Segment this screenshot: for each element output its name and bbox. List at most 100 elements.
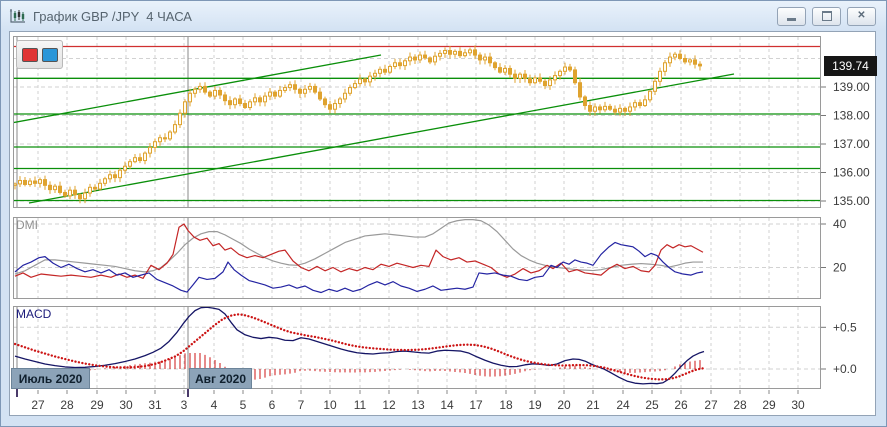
time-axis-label: 30 <box>119 398 133 412</box>
macd-chart-plot-area[interactable] <box>13 306 821 389</box>
candle-body <box>33 180 37 184</box>
candle-body <box>393 62 397 67</box>
time-axis-label: 28 <box>60 398 74 412</box>
candle-body <box>448 50 452 55</box>
candles-layer <box>13 45 702 204</box>
minimize-button[interactable] <box>777 6 806 26</box>
price-axis-label: 135.00 <box>833 194 870 208</box>
dmi-axis-label: 40 <box>833 217 847 231</box>
candle-body <box>423 54 427 59</box>
candle-body <box>78 194 82 200</box>
candle-body <box>368 75 372 83</box>
titlebar[interactable]: График GBP /JPY 4 ЧАСА ✕ <box>1 1 886 31</box>
candle-body <box>278 89 282 97</box>
candle-body <box>533 77 537 84</box>
candle-body <box>163 137 167 140</box>
candle-body <box>133 157 137 163</box>
candle-body <box>68 189 72 197</box>
candle-body <box>298 88 302 94</box>
candle-body <box>343 92 347 100</box>
blue-indicator-button[interactable] <box>41 47 58 62</box>
candle-body <box>653 80 657 92</box>
dmi-panel-border <box>13 217 821 299</box>
candle-body <box>633 102 637 108</box>
time-axis-label: 17 <box>469 398 483 412</box>
candle-body <box>313 85 317 93</box>
candle-body <box>183 101 187 114</box>
price-axis-label: 137.00 <box>833 137 870 151</box>
time-axis-label: 12 <box>382 398 396 412</box>
candle-body <box>493 62 497 69</box>
candle-body <box>103 178 107 184</box>
time-axis-label: 5 <box>240 398 247 412</box>
candle-body <box>443 50 447 54</box>
candle-body <box>578 82 582 98</box>
candle-body <box>293 84 297 90</box>
window-title: График GBP /JPY 4 ЧАСА <box>33 8 192 24</box>
macd-panel-border <box>13 306 821 389</box>
candle-body <box>518 73 522 79</box>
candle-body <box>208 91 212 97</box>
candle-body <box>558 70 562 77</box>
candle-body <box>663 62 667 72</box>
candle-body <box>373 72 377 77</box>
candle-body <box>553 75 557 81</box>
candle-body <box>323 98 327 106</box>
candle-body <box>388 65 392 73</box>
main-chart-plot-area[interactable] <box>13 36 821 208</box>
restore-icon <box>821 11 832 21</box>
time-axis-label: 4 <box>211 398 218 412</box>
candle-body <box>378 68 382 74</box>
candle-body <box>508 67 512 75</box>
candle-body <box>418 54 422 61</box>
candle-body <box>288 84 292 89</box>
minimize-icon <box>787 17 796 21</box>
axis-labels-layer: 139.00 138.00 137.00 136.00 135.00 40 20 +0.5 +0… <box>16 80 870 412</box>
dmi-minus-di-line <box>14 241 704 294</box>
price-axis-label: 138.00 <box>833 109 870 123</box>
candle-body <box>318 91 322 100</box>
candle-body <box>238 98 242 105</box>
restore-button[interactable] <box>812 6 841 26</box>
red-indicator-button[interactable] <box>21 47 38 62</box>
candle-body <box>88 186 92 194</box>
candle-body <box>273 91 277 97</box>
candle-body <box>253 97 257 103</box>
candle-body <box>643 99 647 107</box>
close-button[interactable]: ✕ <box>847 6 876 26</box>
time-axis-label: 30 <box>791 398 805 412</box>
current-price-badge: 139.74 <box>824 56 877 76</box>
candle-body <box>403 60 407 67</box>
candle-body <box>83 192 87 200</box>
time-axis-label: 7 <box>298 398 305 412</box>
candle-body <box>658 70 662 82</box>
candle-body <box>353 83 357 89</box>
candle-body <box>338 98 342 105</box>
candle-body <box>583 96 587 107</box>
dmi-plus-di-line <box>14 223 704 279</box>
candle-body <box>433 55 437 63</box>
time-axis-label: 27 <box>704 398 718 412</box>
dmi-chart-plot-area[interactable] <box>13 217 821 299</box>
candle-body <box>598 106 602 111</box>
candle-body <box>563 66 567 72</box>
annotation-lines-layer[interactable] <box>11 45 821 204</box>
time-axis-label: 13 <box>411 398 425 412</box>
plot-hotspots <box>13 36 821 389</box>
candle-body <box>678 53 682 59</box>
candle-body <box>63 191 67 197</box>
candle-body <box>173 124 177 133</box>
candle-body <box>623 107 627 112</box>
candle-body <box>363 78 367 83</box>
candle-body <box>53 185 57 191</box>
macd-line <box>14 306 705 385</box>
time-axis-label: 18 <box>499 398 513 412</box>
time-axis-label: 14 <box>440 398 454 412</box>
candle-body <box>48 184 52 191</box>
candle-body <box>43 179 47 186</box>
candle-body <box>93 186 97 190</box>
candle-body <box>488 56 492 64</box>
candle-body <box>218 89 222 96</box>
